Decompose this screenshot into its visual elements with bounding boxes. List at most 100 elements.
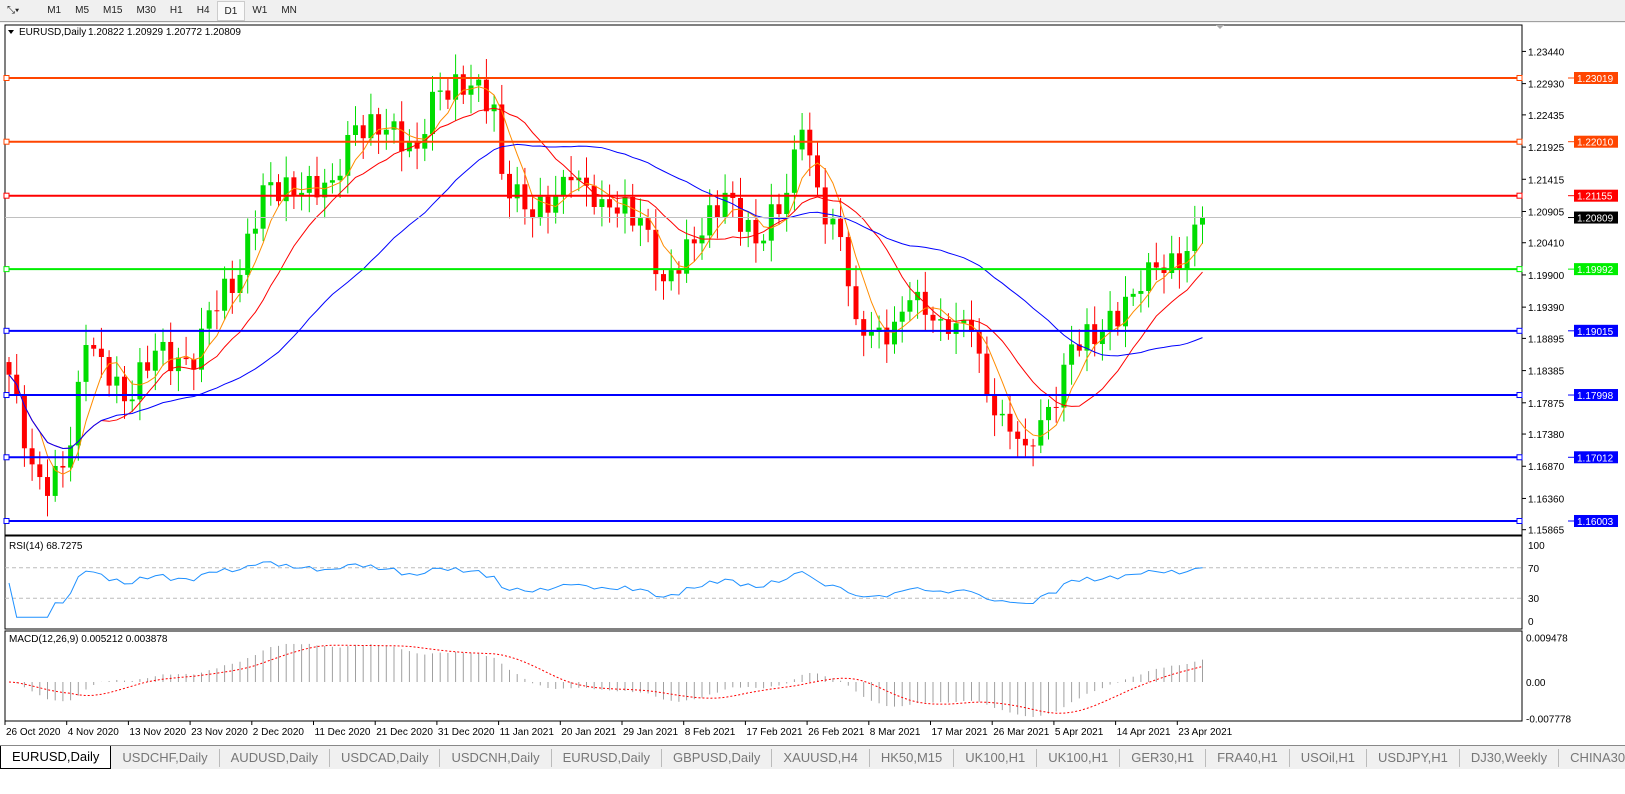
date-label: 5 Apr 2021 xyxy=(1055,727,1104,738)
candle-body xyxy=(953,323,959,334)
price-tick-label: 1.20410 xyxy=(1528,239,1565,250)
price-tick-label: 1.17875 xyxy=(1528,399,1565,410)
price-level-label-bg xyxy=(1574,324,1618,337)
candle-body xyxy=(237,274,243,294)
rsi-tick-label: 100 xyxy=(1528,541,1545,552)
level-handle[interactable] xyxy=(3,138,10,145)
timeframe-d1[interactable]: D1 xyxy=(216,0,246,21)
timeframe-m15[interactable]: M15 xyxy=(103,4,123,16)
level-handle[interactable] xyxy=(1516,517,1523,524)
chart-tab[interactable]: GER30,H1 xyxy=(1120,748,1207,767)
chart-tab[interactable]: USDJPY,H1 xyxy=(1367,748,1460,767)
chart-tab[interactable]: FRA40,H1 xyxy=(1206,748,1290,767)
timeframe-h1[interactable]: H1 xyxy=(169,4,183,16)
candle-body xyxy=(661,274,666,282)
level-handle[interactable] xyxy=(3,517,10,524)
timeframe-m30[interactable]: M30 xyxy=(136,4,156,16)
candle-body xyxy=(252,228,258,234)
level-handle[interactable] xyxy=(1516,192,1523,199)
chart-tab[interactable]: USOil,H1 xyxy=(1290,748,1367,767)
chart-tab[interactable]: USDCAD,Daily xyxy=(330,748,441,767)
price-chart[interactable]: EURUSD,Daily 1.20822 1.20929 1.20772 1.20… xyxy=(0,23,1625,745)
level-handle[interactable] xyxy=(3,454,10,461)
candle-body xyxy=(653,229,659,275)
price-level-label-bg xyxy=(1574,135,1618,148)
candle-body xyxy=(145,362,151,371)
timeframe-mn[interactable]: MN xyxy=(281,4,297,16)
candle-body xyxy=(83,345,89,382)
price-level-label-bg xyxy=(1574,189,1618,202)
level-handle[interactable] xyxy=(1516,266,1523,273)
chart-tab[interactable]: UK100,H1 xyxy=(1037,748,1121,767)
candle-body xyxy=(614,207,620,214)
drawing-tools-icon[interactable]: ⤡▾ xyxy=(7,4,20,16)
collapse-triangle-icon[interactable] xyxy=(8,30,14,34)
level-handle[interactable] xyxy=(1516,75,1523,81)
candle-body xyxy=(453,74,459,100)
candle-body xyxy=(1200,217,1205,225)
level-handle[interactable] xyxy=(1516,327,1523,334)
chart-tab[interactable]: USDCHF,Daily xyxy=(111,748,220,767)
candle-body xyxy=(1007,413,1013,432)
candle-body xyxy=(738,197,743,232)
candle-body xyxy=(314,175,320,198)
chart-tab[interactable]: EURUSD,Daily xyxy=(552,748,662,767)
date-label: 26 Mar 2021 xyxy=(993,727,1050,738)
chart-shift-marker-icon xyxy=(1216,25,1224,29)
candle-body xyxy=(568,176,574,181)
chart-tab[interactable]: CHINA300,H1 xyxy=(1559,749,1625,767)
candle-body xyxy=(522,184,528,210)
candle-body xyxy=(1061,364,1067,408)
candle-body xyxy=(1192,224,1198,252)
chart-tab[interactable]: USDCNH,Daily xyxy=(440,748,552,767)
chart-window[interactable]: EURUSD,Daily 1.20822 1.20929 1.20772 1.20… xyxy=(0,23,1625,745)
price-level-label: 1.19992 xyxy=(1577,265,1614,276)
candle-body xyxy=(1092,324,1098,345)
main-pane-frame xyxy=(4,24,1523,536)
timeframe-w1[interactable]: W1 xyxy=(252,4,268,16)
candle-body xyxy=(684,239,690,274)
date-label: 14 Apr 2021 xyxy=(1117,727,1171,738)
candle-body xyxy=(830,218,836,225)
date-label: 20 Jan 2021 xyxy=(561,727,616,738)
level-handle[interactable] xyxy=(1516,138,1523,145)
chart-tab[interactable]: XAUUSD,H4 xyxy=(772,748,870,767)
price-level-label: 1.21155 xyxy=(1577,192,1613,203)
candle-body xyxy=(98,348,104,358)
candle-body xyxy=(106,357,112,386)
status-area xyxy=(0,769,1625,794)
level-handle[interactable] xyxy=(3,192,10,199)
candle-body xyxy=(815,155,820,188)
candle-body xyxy=(1138,290,1144,294)
rsi-tick-label: 0 xyxy=(1528,617,1534,628)
macd-label: MACD(12,26,9) 0.005212 0.003878 xyxy=(9,634,168,645)
level-handle[interactable] xyxy=(3,75,10,81)
chart-tab[interactable]: DJ30,Weekly xyxy=(1460,748,1560,767)
chart-tab[interactable]: AUDUSD,Daily xyxy=(220,748,331,767)
level-handle[interactable] xyxy=(1516,392,1523,399)
candle-body xyxy=(91,345,97,349)
candle-body xyxy=(707,205,713,236)
chart-tab[interactable]: EURUSD,Daily xyxy=(0,746,112,769)
price-level-label: 1.16003 xyxy=(1577,517,1614,528)
candle-body xyxy=(899,311,905,322)
level-handle[interactable] xyxy=(1516,454,1523,461)
timeframe-h4[interactable]: H4 xyxy=(196,4,210,16)
chart-tab[interactable]: GBPUSD,Daily xyxy=(662,748,773,767)
chart-tab[interactable]: UK100,H1 xyxy=(954,748,1038,767)
candle-body xyxy=(1015,431,1021,439)
candle-body xyxy=(668,270,674,282)
candle-body xyxy=(984,353,990,395)
level-handle[interactable] xyxy=(3,266,10,273)
candle-body xyxy=(376,114,382,135)
timeframe-m5[interactable]: M5 xyxy=(75,4,90,16)
level-handle[interactable] xyxy=(3,392,10,399)
candle-body xyxy=(907,300,913,312)
level-handle[interactable] xyxy=(3,327,10,334)
candle-body xyxy=(430,91,435,135)
candle-body xyxy=(768,204,774,241)
timeframe-m1[interactable]: M1 xyxy=(47,4,62,16)
candle-body xyxy=(152,350,158,371)
chart-tab[interactable]: HK50,M15 xyxy=(870,748,955,767)
macd-tick-label: -0.007778 xyxy=(1526,715,1571,726)
